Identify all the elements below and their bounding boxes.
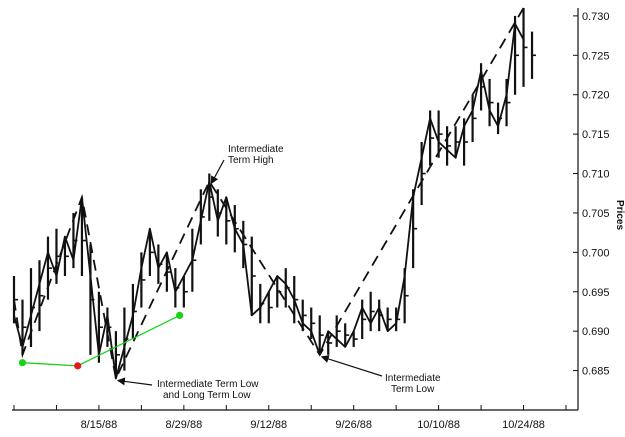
y-tick-label: 0.715 [582, 129, 610, 141]
y-tick-label: 0.730 [582, 11, 610, 23]
annotation-text: Intermediate [228, 144, 284, 155]
y-tick-labels: 0.685 0.690 0.695 0.700 0.705 0.710 0.715 0.720… [573, 11, 610, 378]
x-tick-label: 8/29/88 [165, 419, 202, 431]
x-tick-labels: 8/15/88 8/29/88 9/12/88 9/26/88 10/10/88 10/2… [81, 419, 545, 431]
annotation-text: Intermediate [385, 373, 441, 384]
annotation-text: Term High [228, 155, 274, 166]
y-tick-label: 0.685 [582, 366, 610, 378]
swing-line [13, 22, 525, 380]
y-tick-label: 0.690 [582, 326, 610, 338]
y-tick-label: 0.695 [582, 287, 610, 299]
marker-dot [18, 359, 27, 367]
y-tick-label: 0.710 [582, 169, 610, 181]
swing-polyline [13, 22, 525, 380]
x-tick-label: 8/15/88 [81, 419, 118, 431]
y-tick-label: 0.705 [582, 208, 610, 220]
y-tick-label: 0.700 [582, 247, 610, 259]
annotation-text: Term Low [391, 384, 435, 395]
y-tick-label: 0.720 [582, 90, 610, 102]
x-tick-label: 9/12/88 [250, 419, 287, 431]
x-tick-label: 10/24/88 [502, 419, 545, 431]
annotation-arrow [116, 377, 153, 386]
marker-polyline [22, 314, 180, 367]
marker-dot [176, 311, 184, 320]
marker-dot [74, 362, 82, 370]
annotation-arrow [210, 159, 225, 185]
annotation-text: Intermediate Term Low [157, 379, 259, 390]
marker-line [18, 311, 184, 370]
price-bars [12, 8, 537, 379]
x-tick-label: 9/26/88 [335, 419, 372, 431]
annotation-arrow [320, 355, 383, 377]
y-axis-label: Prices [614, 200, 625, 230]
annotation-text: and Long Term Low [163, 390, 251, 401]
axis-ticks [13, 405, 567, 410]
x-tick-label: 10/10/88 [417, 419, 460, 431]
y-tick-label: 0.725 [582, 50, 610, 62]
